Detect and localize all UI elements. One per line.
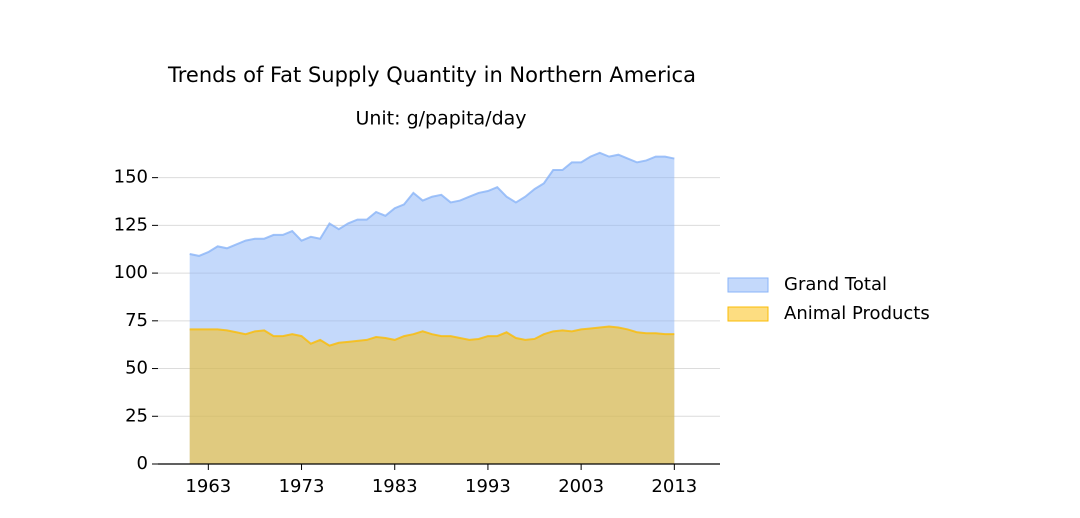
- y-tick-label: 50: [125, 358, 148, 379]
- y-tick-label: 0: [137, 453, 148, 474]
- y-tick-label: 125: [114, 214, 148, 235]
- x-tick-label: 2013: [651, 476, 697, 497]
- legend-swatch: [727, 306, 769, 322]
- area: [189, 326, 675, 464]
- legend-swatch: [727, 277, 769, 293]
- x-tick-label: 1973: [279, 476, 325, 497]
- area-line: [189, 151, 675, 257]
- y-tick-label: 75: [125, 310, 148, 331]
- y-tick-label: 25: [125, 405, 148, 426]
- legend-label: Animal Products: [784, 303, 930, 324]
- y-tick-label: 100: [114, 262, 148, 283]
- x-tick-label: 1963: [185, 476, 231, 497]
- chart-title: Trends of Fat Supply Quantity in Norther…: [167, 63, 696, 87]
- area-line: [189, 325, 675, 347]
- y-tick-label: 150: [114, 167, 148, 188]
- chart-subtitle: Unit: g/papita/day: [355, 108, 526, 130]
- x-tick-label: 2003: [558, 476, 604, 497]
- legend-label: Grand Total: [784, 274, 887, 295]
- x-tick-label: 1993: [465, 476, 511, 497]
- x-tick-label: 1983: [372, 476, 418, 497]
